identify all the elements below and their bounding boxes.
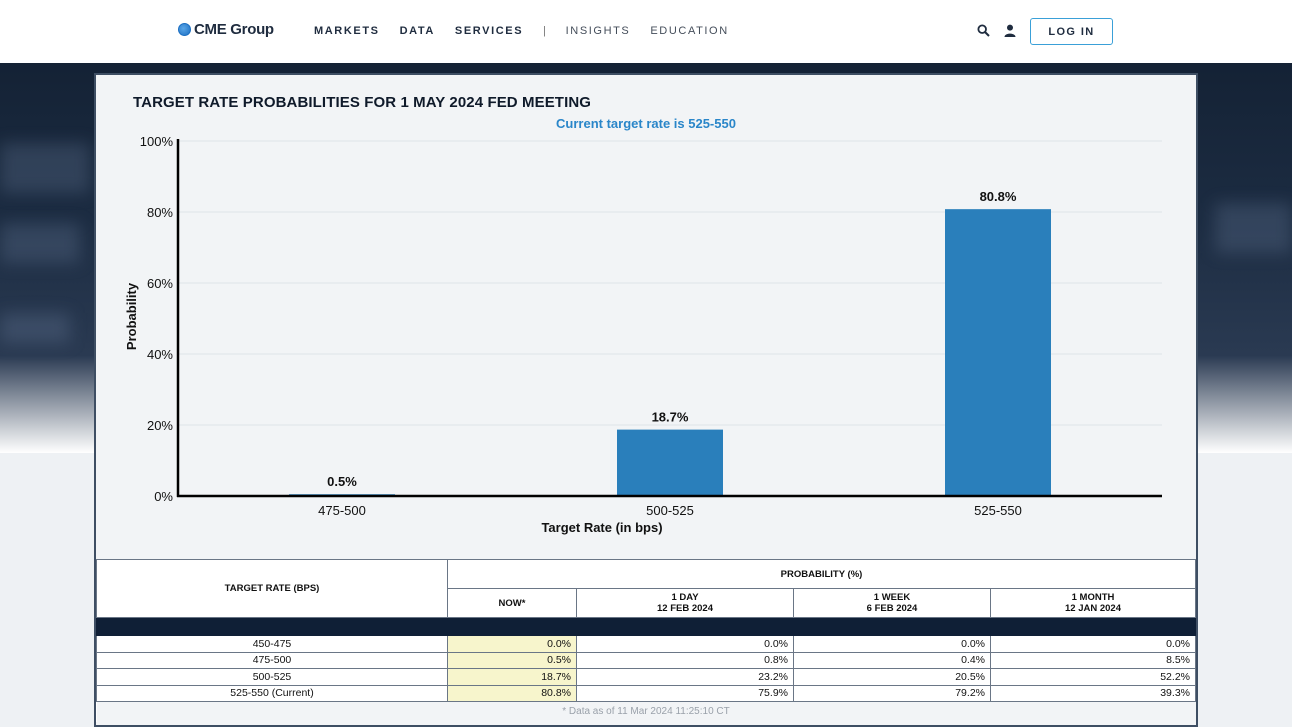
cell-1-week: 0.4% [793, 651, 991, 669]
cell-1-day: 23.2% [576, 668, 794, 686]
col-1-week: 1 WEEK 6 FEB 2024 [793, 588, 991, 618]
x-axis-title: Target Rate (in bps) [541, 520, 662, 535]
cell-1-day: 0.0% [576, 635, 794, 653]
x-tick-label: 525-550 [974, 503, 1022, 518]
nav-links: MARKETS DATA SERVICES | INSIGHTS EDUCATI… [314, 25, 749, 37]
cell-rate: 475-500 [96, 651, 448, 669]
chart-subtitle: Current target rate is 525-550 [556, 116, 736, 131]
col-now: NOW* [447, 588, 577, 618]
probability-chart: 0% 20% 40% 60% 80% 100% 0.5% 475-500 18.7% 500-52… [124, 134, 1162, 535]
chart-title: TARGET RATE PROBABILITIES FOR 1 MAY 2024… [133, 94, 592, 111]
search-icon[interactable] [977, 24, 990, 37]
nav-separator: | [543, 25, 548, 37]
fedwatch-panel: TARGET RATE PROBABILITIES FOR 1 MAY 2024… [94, 73, 1198, 727]
table-row: 500-525 18.7% 23.2% 20.5% 52.2% [96, 668, 1196, 686]
login-button[interactable]: LOG IN [1030, 18, 1113, 45]
col-1-day-label: 1 DAY [671, 592, 699, 603]
bg-blur [0, 223, 80, 263]
data-timestamp: * Data as of 11 Mar 2024 11:25:10 CT [96, 701, 1196, 722]
y-tick-label: 80% [147, 205, 173, 220]
bar-data-label: 18.7% [652, 410, 689, 425]
col-1-day-date: 12 FEB 2024 [657, 603, 713, 614]
cell-1-week: 0.0% [793, 635, 991, 653]
bg-blur [0, 143, 90, 193]
nav-link-markets[interactable]: MARKETS [314, 25, 380, 37]
cell-1-week: 79.2% [793, 684, 991, 702]
bar [945, 209, 1051, 496]
nav-link-education[interactable]: EDUCATION [650, 25, 729, 37]
y-tick-label: 20% [147, 418, 173, 433]
col-1-week-label: 1 WEEK [873, 592, 911, 603]
bar-data-label: 80.8% [980, 189, 1017, 204]
y-tick-label: 40% [147, 347, 173, 362]
cell-1-week: 20.5% [793, 668, 991, 686]
table-footnote-row: * Data as of 11 Mar 2024 11:25:10 CT [96, 701, 1196, 722]
y-tick-label: 0% [154, 489, 173, 504]
cell-rate: 450-475 [96, 635, 448, 653]
table-row: 450-475 0.0% 0.0% 0.0% 0.0% [96, 635, 1196, 653]
nav-icons [977, 24, 1016, 37]
table-row: 525-550 (Current) 80.8% 75.9% 79.2% 39.3… [96, 684, 1196, 702]
col-1-month: 1 MONTH 12 JAN 2024 [990, 588, 1196, 618]
bg-blur [1215, 203, 1292, 253]
nav-link-insights[interactable]: INSIGHTS [565, 25, 631, 37]
table-row: 475-500 0.5% 0.8% 0.4% 8.5% [96, 651, 1196, 669]
brand-name: CME Group [194, 21, 274, 38]
col-now-label: NOW* [498, 597, 526, 609]
bar [617, 429, 723, 496]
probability-header: PROBABILITY (%) [447, 559, 1196, 589]
bar-data-label: 0.5% [327, 474, 357, 489]
cme-logo[interactable]: CME Group [178, 21, 274, 38]
col-1-day: 1 DAY 12 FEB 2024 [576, 588, 794, 618]
cell-1-month: 8.5% [990, 651, 1196, 669]
user-icon[interactable] [1004, 24, 1016, 37]
globe-icon [178, 23, 191, 36]
col-1-month-label: 1 MONTH [1071, 592, 1115, 603]
cell-rate: 525-550 (Current) [96, 684, 448, 702]
nav-link-data[interactable]: DATA [399, 25, 435, 37]
cell-now: 18.7% [447, 668, 577, 686]
y-tick-label: 100% [140, 134, 174, 149]
cell-now: 80.8% [447, 684, 577, 702]
x-tick-label: 500-525 [646, 503, 694, 518]
x-tick-label: 475-500 [318, 503, 366, 518]
rate-header: TARGET RATE (BPS) [96, 559, 448, 618]
col-1-month-date: 12 JAN 2024 [1065, 603, 1121, 614]
cell-now: 0.5% [447, 651, 577, 669]
col-1-week-date: 6 FEB 2024 [866, 603, 918, 614]
nav-link-services[interactable]: SERVICES [454, 25, 524, 37]
probability-table: TARGET RATE (BPS) PROBABILITY (%) NOW* 1… [96, 559, 1196, 722]
top-nav: CME Group MARKETS DATA SERVICES | INSIGH… [0, 0, 1292, 63]
cell-1-month: 39.3% [990, 684, 1196, 702]
cell-1-month: 0.0% [990, 635, 1196, 653]
cell-rate: 500-525 [96, 668, 448, 686]
cell-1-day: 75.9% [576, 684, 794, 702]
y-tick-label: 60% [147, 276, 173, 291]
table-divider-band [96, 617, 1196, 636]
cell-1-day: 0.8% [576, 651, 794, 669]
bg-blur [0, 313, 70, 343]
cell-1-month: 52.2% [990, 668, 1196, 686]
cell-now: 0.0% [447, 635, 577, 653]
y-axis-title: Probability [124, 282, 139, 350]
